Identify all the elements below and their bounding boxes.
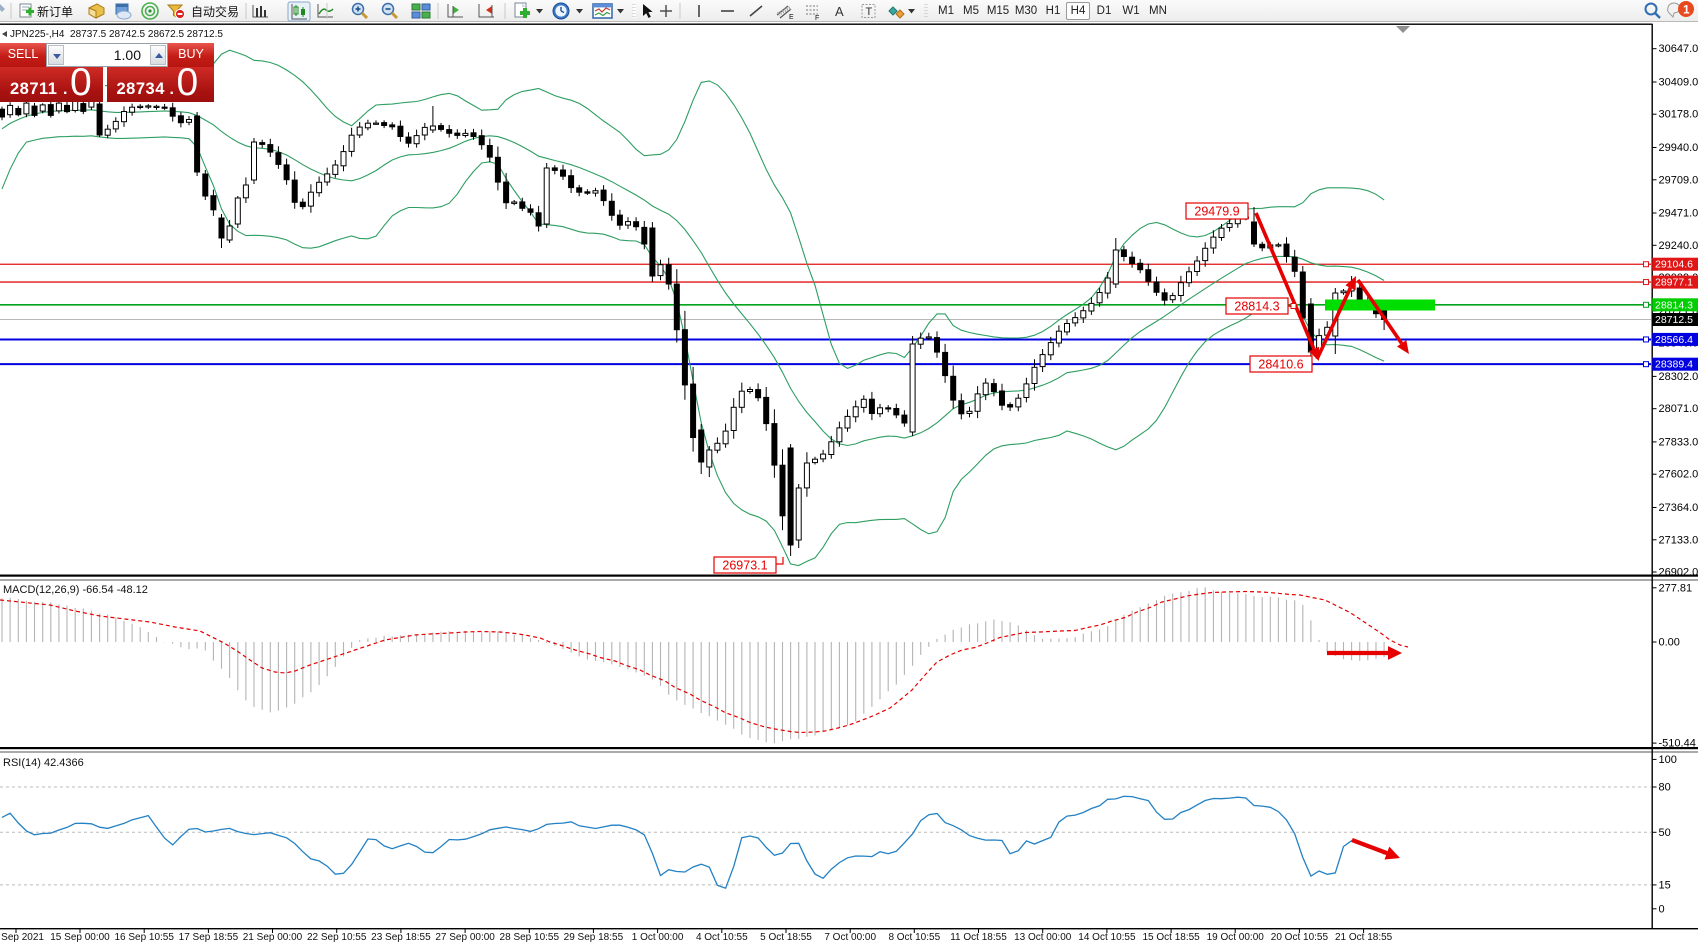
svg-text:8 Oct 10:55: 8 Oct 10:55: [888, 932, 940, 943]
svg-text:28814.3: 28814.3: [1655, 299, 1693, 311]
svg-text:16 Sep 10:55: 16 Sep 10:55: [114, 932, 174, 943]
svg-text:29709.0: 29709.0: [1659, 174, 1698, 186]
svg-text:JPN225-,H4 28737.5 28742.5 28: JPN225-,H4 28737.5 28742.5 28672.5 28712…: [10, 29, 223, 40]
svg-text:1 Oct 00:00: 1 Oct 00:00: [632, 932, 684, 943]
svg-text:28071.0: 28071.0: [1659, 403, 1698, 415]
svg-text:1: 1: [1683, 3, 1690, 17]
svg-text:29 Sep 18:55: 29 Sep 18:55: [564, 932, 624, 943]
svg-text:28389.4: 28389.4: [1655, 359, 1693, 371]
svg-text:27364.0: 27364.0: [1659, 502, 1698, 514]
svg-text:29471.0: 29471.0: [1659, 208, 1698, 220]
svg-text:29940.0: 29940.0: [1659, 142, 1698, 154]
svg-text:23 Sep 18:55: 23 Sep 18:55: [371, 932, 431, 943]
svg-text:17 Sep 18:55: 17 Sep 18:55: [179, 932, 239, 943]
svg-text:22 Sep 10:55: 22 Sep 10:55: [307, 932, 367, 943]
svg-text:29240.0: 29240.0: [1659, 240, 1698, 252]
svg-text:100: 100: [1659, 754, 1677, 766]
svg-text:E: E: [789, 14, 794, 21]
svg-text:MACD(12,26,9) -66.54 -48.12: MACD(12,26,9) -66.54 -48.12: [3, 584, 148, 596]
svg-text:4 Oct 10:55: 4 Oct 10:55: [696, 932, 748, 943]
svg-text:T: T: [866, 6, 873, 18]
svg-text:28410.6: 28410.6: [1258, 358, 1303, 372]
svg-text:27 Sep 00:00: 27 Sep 00:00: [435, 932, 495, 943]
svg-text:13 Oct 00:00: 13 Oct 00:00: [1014, 932, 1072, 943]
svg-text:19 Oct 00:00: 19 Oct 00:00: [1207, 932, 1265, 943]
svg-text:RSI(14) 42.4366: RSI(14) 42.4366: [3, 757, 84, 769]
svg-text:14 Oct 10:55: 14 Oct 10:55: [1078, 932, 1136, 943]
svg-text:A: A: [835, 4, 844, 19]
svg-text:30647.0: 30647.0: [1659, 43, 1698, 55]
svg-text:F: F: [815, 15, 819, 22]
svg-text:277.81: 277.81: [1659, 582, 1693, 594]
svg-text:26902.0: 26902.0: [1659, 567, 1698, 579]
svg-text:50: 50: [1659, 827, 1671, 839]
svg-text:29104.6: 29104.6: [1655, 259, 1693, 271]
svg-text:27833.0: 27833.0: [1659, 436, 1698, 448]
svg-text:7 Oct 00:00: 7 Oct 00:00: [824, 932, 876, 943]
svg-text:21 Oct 18:55: 21 Oct 18:55: [1335, 932, 1393, 943]
svg-text:-510.44: -510.44: [1659, 738, 1696, 750]
svg-text:15: 15: [1659, 879, 1671, 891]
svg-text:80: 80: [1659, 782, 1671, 794]
svg-text:30178.0: 30178.0: [1659, 109, 1698, 121]
svg-text:15 Sep 00:00: 15 Sep 00:00: [50, 932, 110, 943]
svg-text:28302.0: 28302.0: [1659, 371, 1698, 383]
svg-text:5 Oct 18:55: 5 Oct 18:55: [760, 932, 812, 943]
svg-text:29479.9: 29479.9: [1194, 205, 1239, 219]
svg-text:27602.0: 27602.0: [1659, 469, 1698, 481]
svg-text:28712.5: 28712.5: [1655, 314, 1693, 326]
svg-text:20 Oct 10:55: 20 Oct 10:55: [1271, 932, 1329, 943]
svg-text:30409.0: 30409.0: [1659, 77, 1698, 89]
svg-text:0.00: 0.00: [1659, 637, 1680, 649]
svg-text:21 Sep 00:00: 21 Sep 00:00: [243, 932, 303, 943]
svg-text:15 Oct 18:55: 15 Oct 18:55: [1142, 932, 1200, 943]
svg-text:0: 0: [1659, 903, 1665, 915]
svg-text:28977.1: 28977.1: [1655, 277, 1693, 289]
svg-text:27133.0: 27133.0: [1659, 534, 1698, 546]
svg-text:26973.1: 26973.1: [722, 559, 767, 573]
svg-text:28566.4: 28566.4: [1655, 334, 1693, 346]
svg-text:4 Sep 2021: 4 Sep 2021: [0, 932, 44, 943]
svg-text:11 Oct 18:55: 11 Oct 18:55: [950, 932, 1007, 943]
svg-text:28814.3: 28814.3: [1234, 300, 1279, 314]
svg-text:28 Sep 10:55: 28 Sep 10:55: [500, 932, 560, 943]
